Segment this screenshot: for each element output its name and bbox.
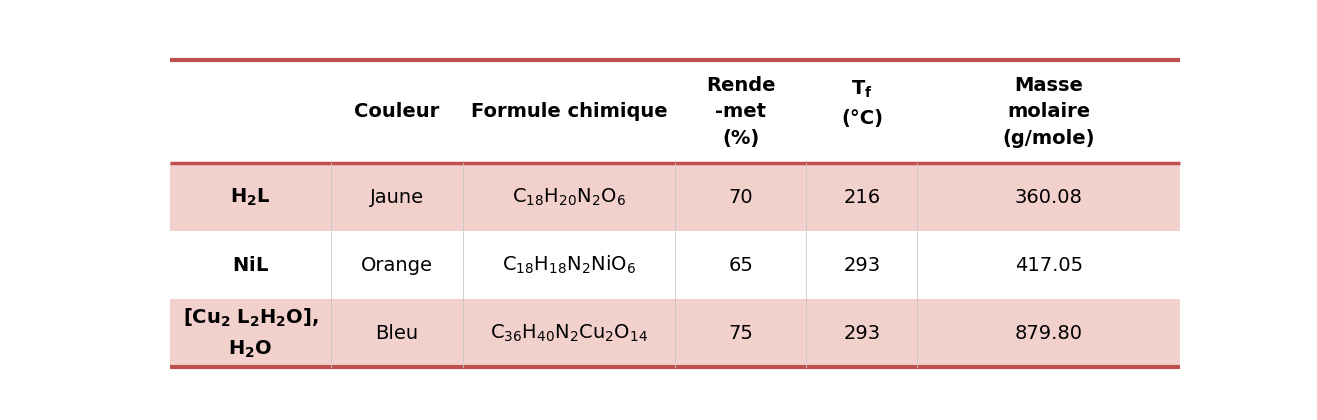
Text: 65: 65 xyxy=(728,256,753,275)
Text: $\mathrm{C_{18}H_{18}N_2NiO_6}$: $\mathrm{C_{18}H_{18}N_2NiO_6}$ xyxy=(502,254,636,276)
Text: Bleu: Bleu xyxy=(375,324,419,343)
Text: (°C): (°C) xyxy=(840,109,882,128)
Text: $\mathbf{H_2L}$: $\mathbf{H_2L}$ xyxy=(230,186,271,208)
Text: 75: 75 xyxy=(728,324,753,343)
Text: Masse
molaire
(g/mole): Masse molaire (g/mole) xyxy=(1002,76,1096,147)
Bar xyxy=(170,163,1180,231)
Text: Jaune: Jaune xyxy=(370,188,424,207)
Text: 879.80: 879.80 xyxy=(1015,324,1083,343)
Text: 70: 70 xyxy=(728,188,753,207)
Text: Rende
-met
(%): Rende -met (%) xyxy=(706,76,776,147)
Text: $\mathbf{T_f}$: $\mathbf{T_f}$ xyxy=(851,78,873,100)
Text: 293: 293 xyxy=(843,256,881,275)
Text: $\mathbf{[Cu_2\ L_2H_2O],}$
$\mathbf{H_2O}$: $\mathbf{[Cu_2\ L_2H_2O],}$ $\mathbf{H_2… xyxy=(183,307,319,360)
Text: Orange: Orange xyxy=(361,256,433,275)
Text: 293: 293 xyxy=(843,324,881,343)
Text: $\mathrm{C_{18}H_{20}N_2O_6}$: $\mathrm{C_{18}H_{20}N_2O_6}$ xyxy=(512,186,626,208)
Text: $\mathbf{NiL}$: $\mathbf{NiL}$ xyxy=(232,256,269,275)
Text: 417.05: 417.05 xyxy=(1015,256,1083,275)
Text: $\mathrm{C_{36}H_{40}N_2Cu_2O_{14}}$: $\mathrm{C_{36}H_{40}N_2Cu_2O_{14}}$ xyxy=(490,323,648,344)
Text: 216: 216 xyxy=(843,188,881,207)
Bar xyxy=(170,299,1180,368)
Text: Formule chimique: Formule chimique xyxy=(470,102,668,121)
Bar xyxy=(170,231,1180,299)
Text: Couleur: Couleur xyxy=(354,102,440,121)
Text: 360.08: 360.08 xyxy=(1015,188,1083,207)
